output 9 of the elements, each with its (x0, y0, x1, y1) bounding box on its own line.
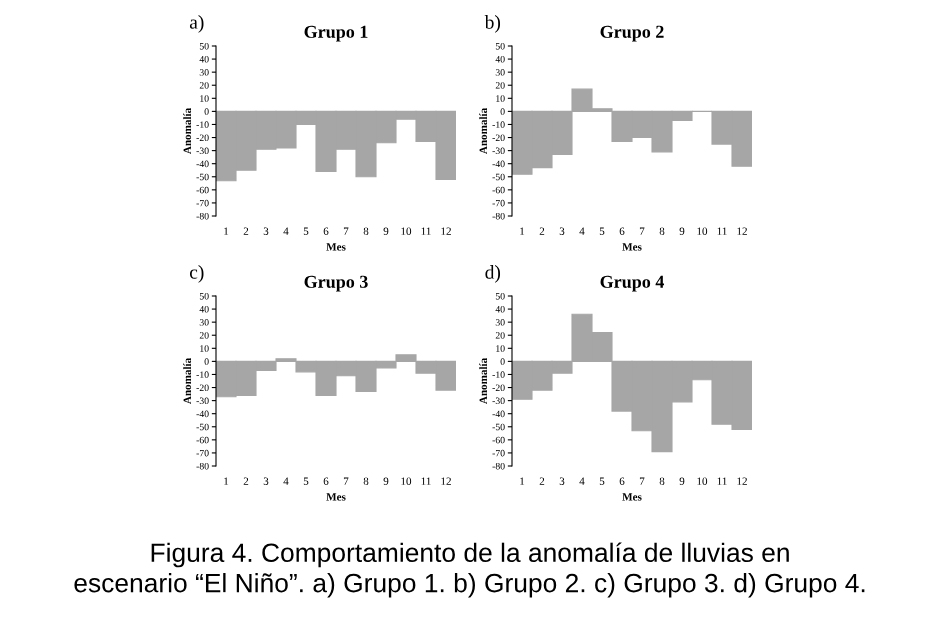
chart-title: Grupo 4 (600, 275, 665, 292)
text: a) (189, 15, 204, 33)
chart-title: Grupo 3 (304, 275, 368, 292)
chart-title: Grupo 1 (304, 25, 368, 42)
text: c) (189, 265, 204, 283)
chart-title: Grupo 2 (600, 25, 664, 42)
text: Figura 4. Comportamiento de la anomalía de lluvias en escenario “El Niño”. a) Grupo 1. b) Grupo 2. c) Grupo 3. d) Grupo 4. (74, 542, 865, 598)
text: b) (484, 15, 501, 33)
text: d) (485, 265, 501, 283)
